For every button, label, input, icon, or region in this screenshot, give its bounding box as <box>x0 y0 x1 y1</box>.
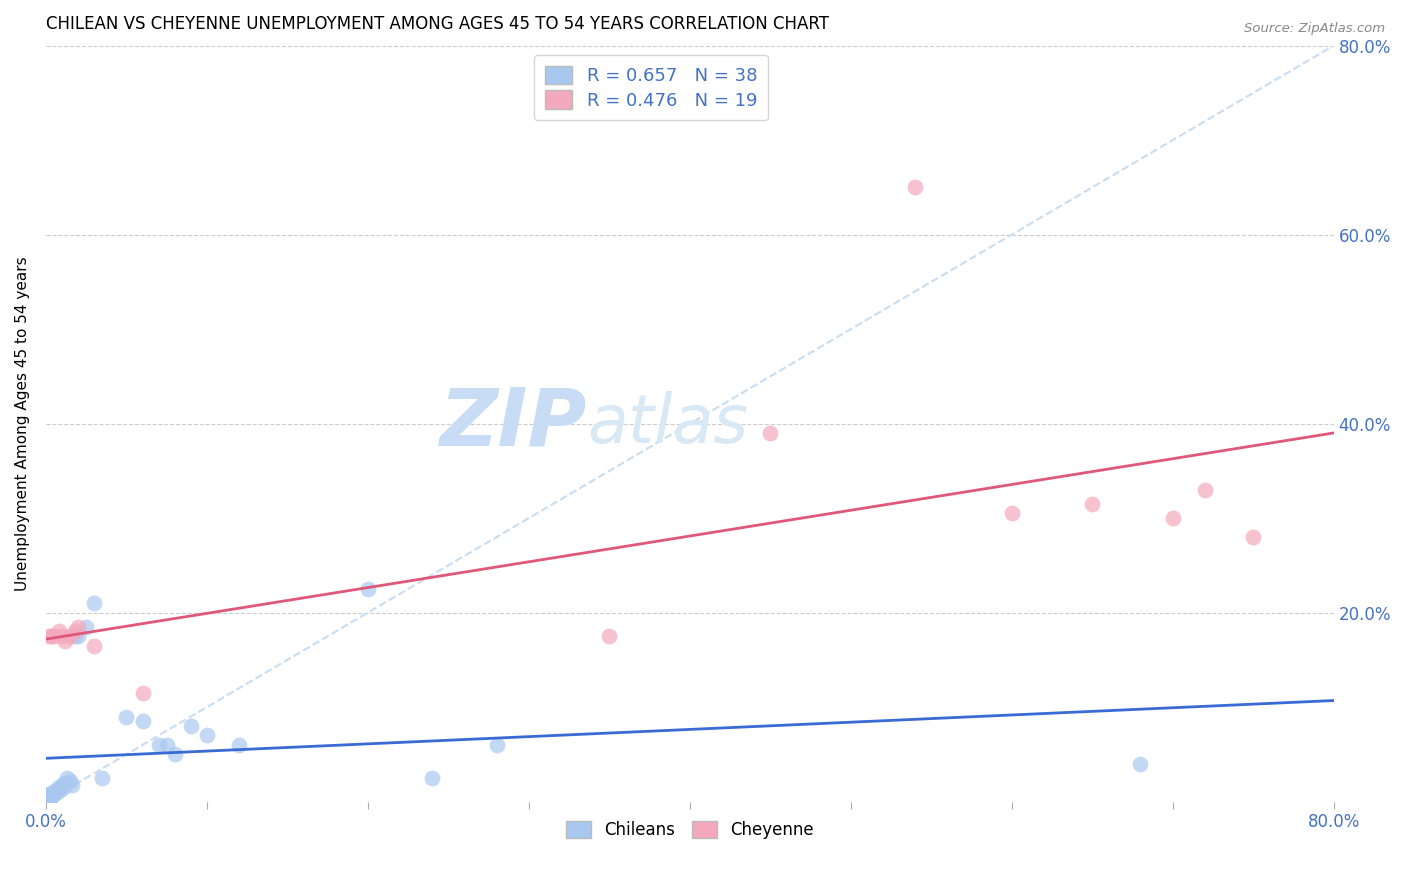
Point <box>83 596 105 610</box>
Point <box>56 771 79 785</box>
Point <box>115 709 138 723</box>
Y-axis label: Unemployment Among Ages 45 to 54 years: Unemployment Among Ages 45 to 54 years <box>15 256 30 591</box>
Point <box>63 629 86 643</box>
Point <box>38 789 60 803</box>
Text: Source: ZipAtlas.com: Source: ZipAtlas.com <box>1244 22 1385 36</box>
Point <box>131 686 153 700</box>
Point <box>67 629 90 643</box>
Point <box>148 738 170 752</box>
Text: CHILEAN VS CHEYENNE UNEMPLOYMENT AMONG AGES 45 TO 54 YEARS CORRELATION CHART: CHILEAN VS CHEYENNE UNEMPLOYMENT AMONG A… <box>46 15 830 33</box>
Point <box>195 728 218 742</box>
Point <box>59 629 82 643</box>
Point <box>420 771 443 785</box>
Text: atlas: atlas <box>586 391 748 457</box>
Point <box>904 180 927 194</box>
Point <box>37 788 59 802</box>
Point <box>41 786 63 800</box>
Point <box>48 780 70 795</box>
Point <box>156 738 179 752</box>
Point <box>1241 530 1264 544</box>
Point <box>357 582 380 596</box>
Point <box>52 780 75 795</box>
Point <box>38 790 60 805</box>
Point <box>41 789 63 803</box>
Point <box>1081 497 1104 511</box>
Point <box>45 783 67 797</box>
Point <box>485 738 508 752</box>
Point <box>180 719 202 733</box>
Point <box>59 773 82 788</box>
Point <box>37 789 59 804</box>
Point <box>46 785 69 799</box>
Point <box>759 426 782 441</box>
Point <box>42 787 65 801</box>
Point <box>75 620 97 634</box>
Point <box>163 747 186 762</box>
Point <box>1161 511 1184 525</box>
Text: ZIP: ZIP <box>440 384 586 463</box>
Point <box>228 738 250 752</box>
Point <box>51 629 73 643</box>
Point <box>1194 483 1216 497</box>
Legend: Chileans, Cheyenne: Chileans, Cheyenne <box>560 814 820 847</box>
Point <box>48 624 70 639</box>
Point <box>131 714 153 729</box>
Point <box>39 789 62 804</box>
Point <box>39 788 62 802</box>
Point <box>598 629 620 643</box>
Point <box>42 785 65 799</box>
Point <box>39 629 62 643</box>
Point <box>38 787 60 801</box>
Point <box>1001 507 1024 521</box>
Point <box>1129 756 1152 771</box>
Point <box>53 634 76 648</box>
Point <box>91 771 114 785</box>
Point <box>60 778 83 792</box>
Point <box>83 639 105 653</box>
Point <box>53 775 76 789</box>
Point <box>49 783 72 797</box>
Point <box>51 778 73 792</box>
Point <box>42 629 65 643</box>
Point <box>38 629 60 643</box>
Point <box>63 624 86 639</box>
Point <box>67 620 90 634</box>
